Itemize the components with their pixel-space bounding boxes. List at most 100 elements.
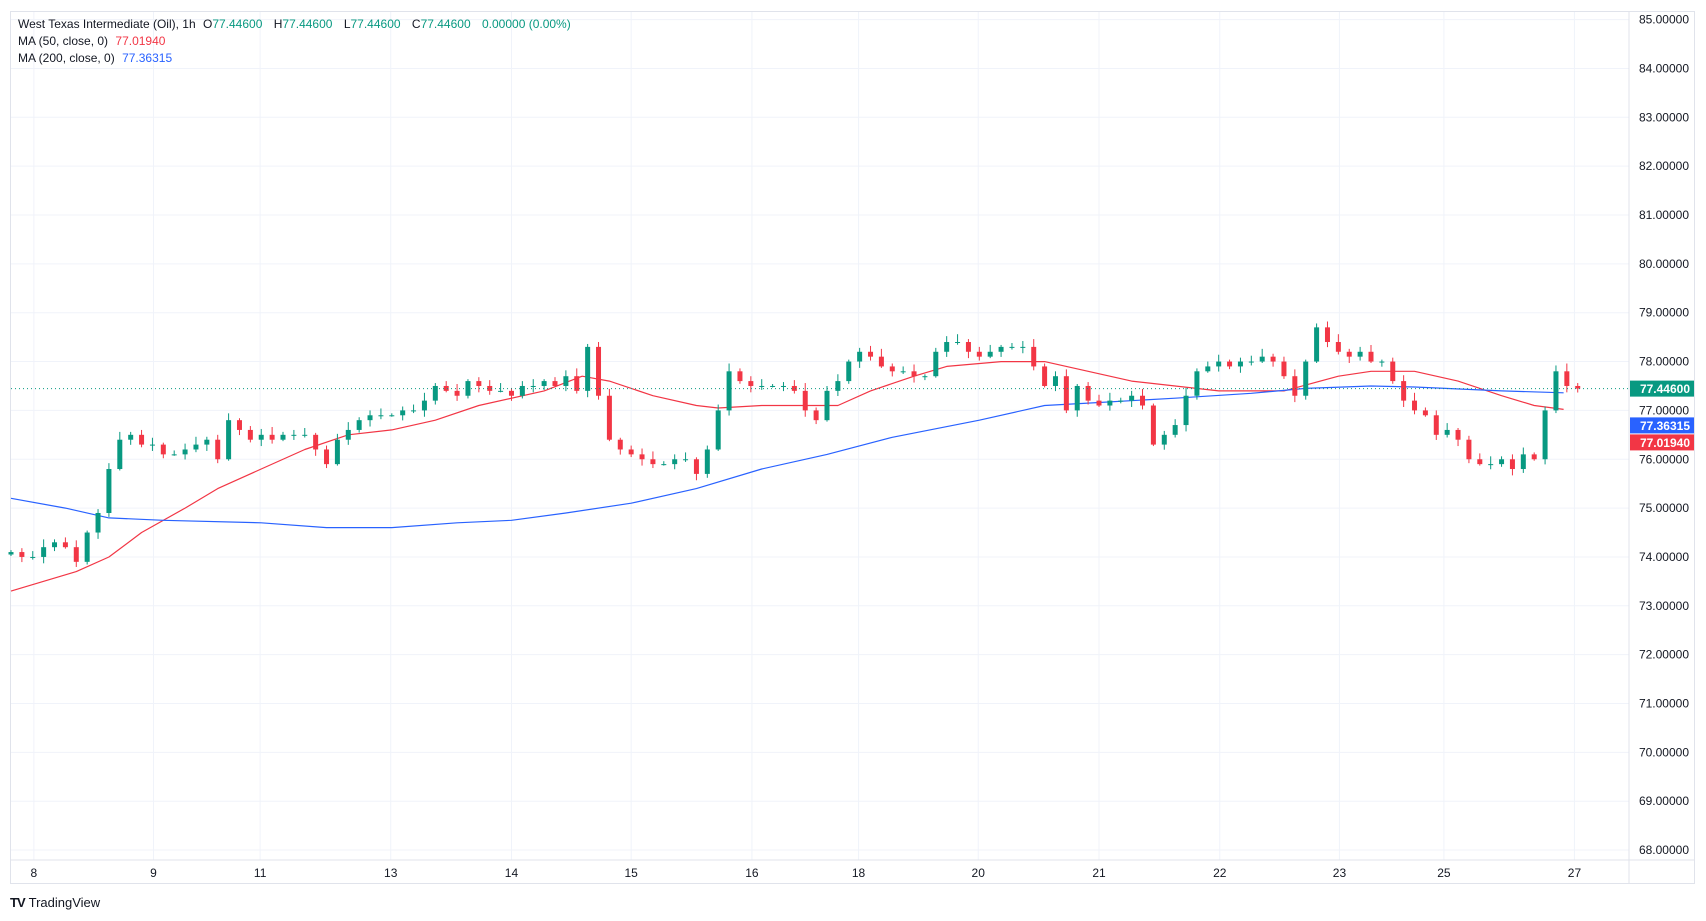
candle-body — [1564, 371, 1570, 386]
y-tick-label: 72.00000 — [1639, 648, 1689, 662]
high-label: H — [273, 17, 283, 31]
candle-body — [1444, 429, 1450, 435]
y-tick-label: 78.00000 — [1639, 355, 1689, 369]
open-label: O — [202, 17, 213, 31]
ma200-label: MA (200, close, 0) — [18, 51, 115, 65]
candle-body — [759, 385, 765, 387]
candle-body — [606, 395, 612, 440]
candle-body — [1488, 464, 1494, 466]
change-value: 0.00000 (0.00%) — [481, 17, 571, 31]
candle-body — [1129, 395, 1135, 401]
candle-body — [596, 346, 602, 396]
candle-body — [324, 449, 330, 465]
candle-body — [498, 390, 504, 392]
candle-body — [356, 420, 362, 430]
candle-body — [1509, 459, 1515, 470]
y-tick-label: 73.00000 — [1639, 599, 1689, 613]
candle-body — [1499, 459, 1505, 465]
legend-ma50[interactable]: MA (50, close, 0) 77.01940 — [18, 34, 169, 48]
ma50-label: MA (50, close, 0) — [18, 34, 109, 48]
candle-body — [139, 434, 145, 445]
candle-body — [193, 444, 199, 450]
open-value: O77.44600 — [203, 17, 266, 31]
candle-body — [1357, 351, 1363, 357]
candle-body — [73, 547, 79, 562]
candle-body — [1248, 361, 1254, 363]
candle-body — [1150, 405, 1156, 445]
x-tick-label: 15 — [624, 866, 638, 880]
candle-body — [878, 356, 884, 367]
candle-body — [421, 400, 427, 411]
candle-body — [367, 415, 373, 421]
candle-body — [258, 434, 264, 440]
candle-body — [813, 410, 819, 421]
candle-body — [1520, 454, 1526, 470]
candle-body — [552, 381, 558, 386]
candle-body — [41, 547, 47, 557]
x-tick-label: 13 — [384, 866, 398, 880]
candle-body — [411, 410, 417, 412]
candle-body — [247, 429, 253, 440]
candle-body — [345, 429, 351, 440]
candle-body — [683, 459, 689, 461]
candle-body — [1542, 410, 1548, 460]
candle-body — [226, 420, 232, 460]
candle-body — [128, 434, 134, 440]
candle-body — [1216, 361, 1222, 367]
tradingview-logo[interactable]: TV TradingView — [10, 895, 100, 910]
ma200-price-badge — [1630, 417, 1694, 434]
candle-body — [1118, 400, 1124, 402]
candle-body — [1140, 395, 1146, 406]
candle-body — [1335, 342, 1341, 352]
candle-body — [487, 385, 493, 391]
candle-body — [770, 385, 776, 387]
legend-ma200[interactable]: MA (200, close, 0) 77.36315 — [18, 51, 176, 65]
candle-body — [1270, 356, 1276, 362]
candle-body — [215, 439, 221, 460]
candle-body — [1412, 400, 1418, 411]
candle-body — [933, 351, 939, 377]
close-number: 77.44600 — [420, 17, 471, 31]
candle-body — [30, 556, 36, 558]
candle-body — [650, 459, 656, 465]
candle-body — [378, 415, 384, 417]
ma200-line — [10, 385, 1564, 529]
candle-body — [313, 434, 319, 450]
y-tick-label: 82.00000 — [1639, 159, 1689, 173]
candle-body — [117, 439, 123, 470]
candle-body — [563, 376, 569, 386]
low-value: L77.44600 — [344, 17, 405, 31]
candle-body — [998, 346, 1004, 352]
candle-body — [1455, 429, 1461, 440]
x-tick-label: 11 — [254, 866, 267, 880]
candle-body — [726, 371, 732, 411]
ma200-value: 77.36315 — [122, 51, 173, 65]
y-tick-label: 77.00000 — [1639, 403, 1689, 417]
candle-body — [1085, 385, 1091, 401]
candle-body — [574, 376, 580, 391]
candle-body — [1052, 376, 1058, 386]
x-tick-label: 23 — [1333, 866, 1347, 880]
candle-body — [1227, 361, 1233, 367]
y-tick-label: 84.00000 — [1639, 61, 1689, 75]
candle-body — [824, 390, 830, 421]
candle-body — [508, 390, 514, 396]
candle-body — [976, 351, 982, 357]
y-tick-label: 81.00000 — [1639, 208, 1689, 222]
candle-body — [52, 542, 58, 548]
candle-body — [19, 552, 25, 557]
candle-body — [1314, 327, 1320, 362]
candle-body — [454, 390, 460, 396]
candle-body — [1324, 327, 1330, 343]
candle-body — [955, 342, 961, 344]
candle-body — [1009, 346, 1015, 348]
candle-body — [737, 371, 743, 382]
x-tick-label: 21 — [1092, 866, 1106, 880]
x-tick-label: 9 — [150, 866, 157, 880]
candle-body — [1194, 371, 1200, 396]
candle-body — [672, 459, 678, 465]
candle-body — [987, 351, 993, 357]
candle-body — [1575, 385, 1581, 389]
high-value: H77.44600 — [274, 17, 337, 31]
